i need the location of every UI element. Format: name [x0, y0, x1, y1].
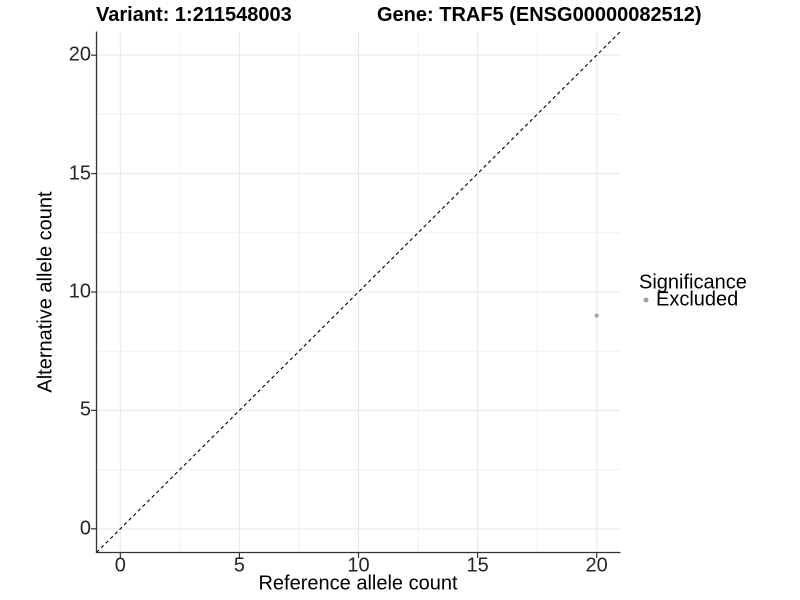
x-axis-title: Reference allele count	[258, 572, 458, 595]
legend-title: Significance	[639, 271, 747, 294]
x-tick-label: 0	[114, 554, 126, 577]
legend-entry-label: Excluded	[656, 288, 739, 311]
y-tick-label: 10	[68, 280, 91, 303]
x-tick-label: 10	[347, 554, 370, 577]
y-tick-label: 0	[79, 517, 91, 540]
x-tick-label: 5	[233, 554, 245, 577]
y-tick-label: 15	[68, 162, 91, 185]
y-tick-label: 5	[79, 398, 91, 421]
x-tick-label: 15	[466, 554, 489, 577]
legend-marker-dot	[643, 297, 649, 303]
x-tick-label: 20	[585, 554, 608, 577]
plot-title-variant: Variant: 1:211548003	[96, 4, 292, 26]
y-axis-title: Alternative allele count	[34, 191, 57, 393]
data-point	[594, 313, 599, 318]
y-tick-label: 20	[68, 43, 91, 66]
plot-title-gene: Gene: TRAF5 (ENSG00000082512)	[377, 4, 702, 26]
